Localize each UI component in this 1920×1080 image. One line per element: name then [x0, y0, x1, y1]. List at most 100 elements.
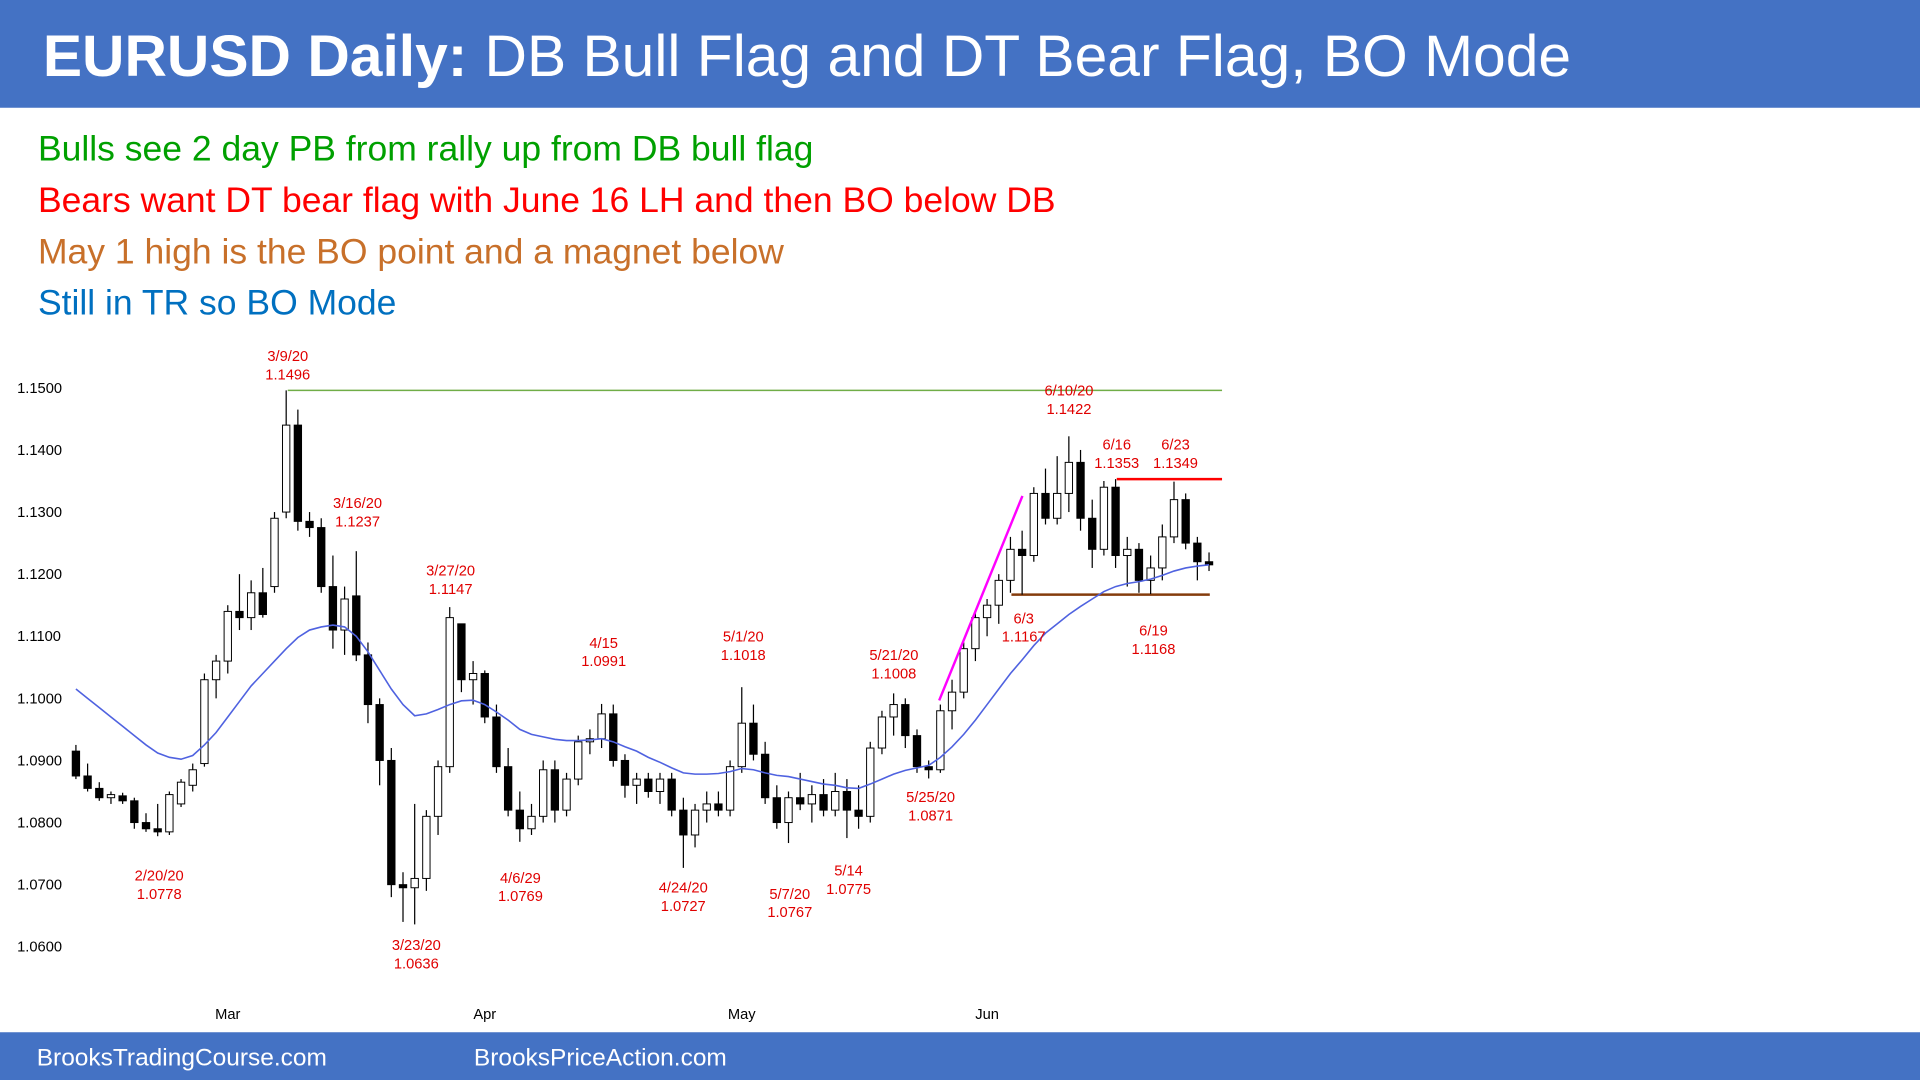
annotation-value: 1.0871 — [908, 808, 953, 824]
candle-body — [422, 815, 431, 879]
annotation-date: 6/3 — [1013, 611, 1033, 627]
candle-body — [597, 713, 606, 740]
candle-body — [503, 766, 513, 811]
candle-body — [258, 592, 267, 616]
annotation-date: 3/23/20 — [392, 938, 441, 954]
x-tick-label: May — [728, 1007, 756, 1023]
candle-body — [340, 598, 349, 631]
trend-line — [938, 495, 1024, 701]
candle-body — [971, 617, 980, 650]
candle-body — [282, 424, 291, 513]
footer-right: BrooksPriceAction.com — [474, 1044, 727, 1071]
annotation-date: 6/23 — [1161, 437, 1190, 453]
candle-body — [71, 750, 81, 777]
footer-bar — [0, 1032, 1920, 1080]
candle-body — [690, 809, 700, 836]
candle-body — [106, 794, 116, 799]
candle-body — [410, 877, 419, 889]
candle-body — [468, 673, 478, 681]
candle-body — [1158, 536, 1167, 569]
candle-body — [375, 704, 384, 761]
annotation-value: 1.1353 — [1094, 456, 1139, 472]
annotation-value: 1.1168 — [1132, 642, 1176, 658]
candle-body — [1169, 499, 1179, 538]
annotation-date: 3/27/20 — [426, 564, 475, 580]
y-tick-label: 1.1200 — [17, 567, 62, 583]
annotation-date: 6/16 — [1102, 437, 1131, 453]
y-tick-label: 1.1100 — [17, 629, 61, 645]
candle-body — [352, 595, 361, 656]
x-tick-label: Mar — [215, 1007, 240, 1023]
candle-body — [877, 716, 887, 749]
header-bar — [0, 0, 1920, 108]
candle-body — [1076, 461, 1085, 519]
candle-body — [947, 691, 957, 712]
annotation-value: 1.0727 — [661, 899, 706, 915]
candle-body — [188, 769, 197, 786]
candle-body — [749, 722, 758, 755]
annotation-date: 5/7/20 — [769, 887, 810, 903]
candle-body — [1146, 567, 1155, 581]
annotation-value: 1.0636 — [394, 957, 439, 973]
annotation-date: 5/21/20 — [869, 648, 918, 664]
annotation-value: 1.0769 — [498, 889, 543, 905]
candle-body — [387, 759, 396, 886]
footer-left: BrooksTradingCourse.com — [37, 1044, 327, 1071]
annotation-date: 6/19 — [1139, 624, 1168, 640]
candle-body — [1017, 548, 1027, 557]
title: EURUSD Daily: DB Bull Flag and DT Bear Fl… — [43, 24, 1571, 89]
candle-body — [1006, 548, 1015, 581]
candle-body — [784, 797, 793, 824]
annotation-value: 1.0775 — [826, 882, 871, 898]
note: Still in TR so BO Mode — [38, 283, 396, 323]
candle-body — [912, 735, 922, 768]
annotation-date: 4/6/29 — [500, 871, 541, 887]
candle-body — [609, 713, 618, 761]
candle-body — [1134, 548, 1144, 581]
note: May 1 high is the BO point and a magnet … — [38, 231, 784, 271]
note: Bulls see 2 day PB from rally up from DB… — [38, 128, 813, 168]
candle-body — [118, 795, 127, 802]
candle-body — [270, 517, 279, 588]
candle-body — [760, 753, 770, 799]
y-tick-label: 1.1300 — [17, 505, 62, 521]
chart: 1.0600 1.0700 1.0800 1.0900 1.1000 1.1100 1.12… — [17, 349, 1223, 1023]
candle-body — [539, 769, 548, 817]
candle-body — [433, 766, 443, 817]
candle-body — [936, 710, 945, 771]
annotation-date: 5/25/20 — [906, 790, 955, 806]
candle-body — [153, 828, 162, 833]
annotation-value: 1.1167 — [1002, 630, 1046, 646]
candle-body — [176, 781, 186, 805]
candle-body — [1053, 492, 1062, 519]
candle-body — [1111, 486, 1120, 557]
y-tick-label: 1.0900 — [17, 753, 62, 769]
candle-body — [1123, 548, 1132, 557]
candle-body — [562, 778, 571, 811]
candle-body — [807, 794, 817, 805]
annotation-value: 1.1496 — [265, 368, 310, 384]
candle-body — [398, 884, 408, 889]
annotation-value: 1.0767 — [767, 905, 812, 921]
candle-body — [772, 797, 781, 824]
annotation-date: 2/20/20 — [135, 868, 184, 884]
candle-body — [317, 527, 326, 588]
annotation-value: 1.0778 — [137, 887, 182, 903]
annotation-value: 1.1018 — [721, 648, 766, 664]
candle-body — [83, 775, 92, 789]
candle-body — [1064, 461, 1074, 494]
y-tick-label: 1.1400 — [17, 443, 62, 459]
annotation-value: 1.0991 — [581, 654, 626, 670]
y-tick-label: 1.0600 — [17, 940, 62, 956]
x-tick-label: Apr — [473, 1007, 496, 1023]
annotation-value: 1.1008 — [871, 666, 916, 682]
candle-body — [1193, 542, 1202, 563]
candle-body — [959, 648, 968, 693]
x-tick-label: Jun — [975, 1007, 999, 1023]
annotation-value: 1.1422 — [1047, 402, 1092, 418]
candle-body — [901, 704, 910, 737]
note: Bears want DT bear flag with June 16 LH … — [38, 180, 1056, 220]
annotation-date: 6/10/20 — [1044, 384, 1093, 400]
notes: Bulls see 2 day PB from rally up from DB… — [38, 128, 1056, 322]
candle-body — [737, 722, 746, 768]
